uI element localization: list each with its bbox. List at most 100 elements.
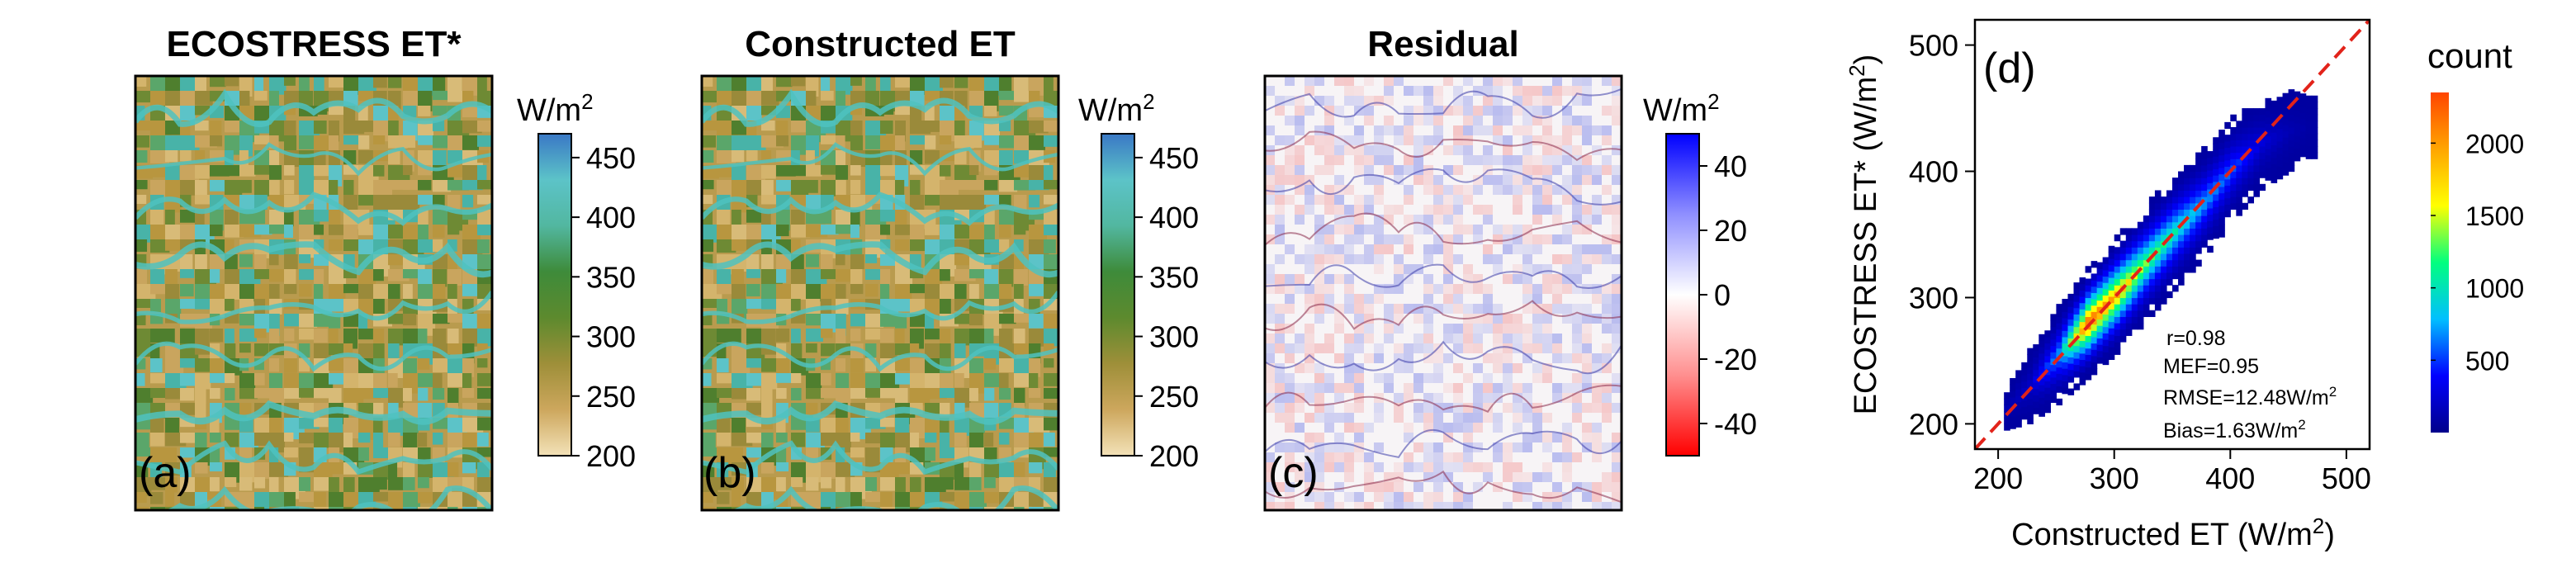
density-cell (2166, 272, 2173, 280)
residual-patch (1522, 403, 1532, 413)
residual-patch (1513, 423, 1522, 433)
density-cell (2213, 175, 2219, 182)
map-field-patch (418, 76, 435, 96)
residual-patch (1344, 116, 1354, 125)
residual-patch (1513, 462, 1522, 472)
map-field-patch (373, 180, 392, 197)
map-field-patch (850, 225, 859, 239)
density-cell (2218, 218, 2225, 225)
residual-patch (1404, 155, 1413, 165)
colorbar-a-tick-label: 400 (586, 201, 636, 234)
density-cell (2102, 320, 2110, 328)
density-cell (2125, 304, 2133, 311)
map-field-patch (299, 477, 310, 491)
residual-patch (1344, 244, 1354, 254)
density-cell (2062, 355, 2069, 363)
density-cell (2044, 381, 2051, 388)
density-cell (2119, 278, 2127, 286)
panel-a-title: ECOSTRESS ET* (167, 24, 462, 64)
residual-patch (1265, 472, 1275, 482)
map-field-patch (836, 254, 845, 266)
map-field-patch (329, 106, 346, 116)
density-cell (2027, 411, 2034, 419)
residual-patch (1532, 314, 1542, 324)
map-field-patch (447, 195, 461, 211)
density-cell (2160, 209, 2167, 216)
map-field-patch (403, 106, 417, 118)
residual-patch (1453, 254, 1463, 264)
density-cell (2096, 325, 2104, 333)
map-field-patch (1044, 373, 1058, 386)
density-cell (2253, 159, 2261, 166)
residual-patch (1305, 472, 1314, 482)
density-cell (2271, 106, 2278, 114)
map-field-patch (940, 433, 950, 449)
residual-patch (1463, 423, 1473, 433)
residual-patch (1384, 155, 1394, 165)
residual-patch (1423, 413, 1433, 423)
density-cell (2108, 321, 2115, 329)
map-field-patch (999, 314, 1016, 324)
map-field-patch (1029, 284, 1044, 296)
residual-patch (1423, 304, 1433, 314)
residual-patch (1602, 244, 1612, 254)
density-cell (2131, 247, 2138, 254)
density-cell (2190, 196, 2196, 204)
density-cell (2242, 145, 2248, 154)
map-field-patch (358, 403, 377, 414)
map-field-patch (880, 210, 899, 222)
residual-patch (1503, 76, 1513, 86)
map-field-patch (150, 507, 171, 510)
density-cell (2184, 171, 2190, 178)
density-cell (2294, 141, 2301, 149)
map-field-patch (135, 388, 154, 403)
residual-patch (1423, 324, 1433, 334)
density-cell (2166, 209, 2173, 216)
density-cell (2114, 342, 2121, 349)
map-field-patch (195, 210, 205, 231)
density-cell (2207, 207, 2214, 215)
density-cell (2276, 154, 2284, 161)
y-tick-label: 500 (1909, 29, 1958, 63)
residual-patch (1483, 314, 1493, 324)
density-cell (2253, 145, 2261, 154)
map-field-patch (761, 254, 774, 270)
residual-patch (1423, 116, 1433, 125)
map-field-patch (954, 343, 966, 358)
map-field-patch (403, 477, 415, 490)
residual-patch (1602, 76, 1612, 86)
residual-patch (1493, 225, 1503, 234)
map-field-patch (1014, 507, 1025, 510)
residual-patch (1295, 254, 1305, 264)
residual-patch (1453, 106, 1463, 116)
density-cell (2276, 102, 2284, 111)
residual-patch (1473, 423, 1483, 433)
residual-patch (1364, 462, 1374, 472)
residual-patch (1384, 244, 1394, 254)
density-cell (2125, 247, 2133, 254)
residual-patch (1513, 383, 1522, 393)
map-field-patch (999, 388, 1011, 400)
density-cell (2154, 221, 2162, 229)
residual-patch (1572, 383, 1582, 393)
map-field-patch (702, 447, 717, 457)
map-stream (702, 291, 1058, 324)
map-field-patch (239, 254, 253, 267)
map-field-patch (1029, 106, 1047, 118)
map-field-patch (388, 477, 405, 490)
map-field-patch (1014, 314, 1031, 323)
residual-patch (1354, 403, 1364, 413)
residual-patch (1354, 155, 1364, 165)
residual-patch (1562, 353, 1572, 363)
residual-patch (1314, 363, 1324, 373)
density-cell (2143, 228, 2150, 235)
residual-patch (1344, 413, 1354, 423)
residual-patch (1602, 413, 1612, 423)
density-cell (2102, 307, 2110, 315)
map-field-patch (776, 433, 788, 443)
map-field-patch (254, 329, 267, 338)
residual-patch (1364, 324, 1374, 334)
residual-patch (1404, 363, 1413, 373)
map-field-patch (254, 492, 271, 510)
residual-patch (1612, 76, 1622, 86)
